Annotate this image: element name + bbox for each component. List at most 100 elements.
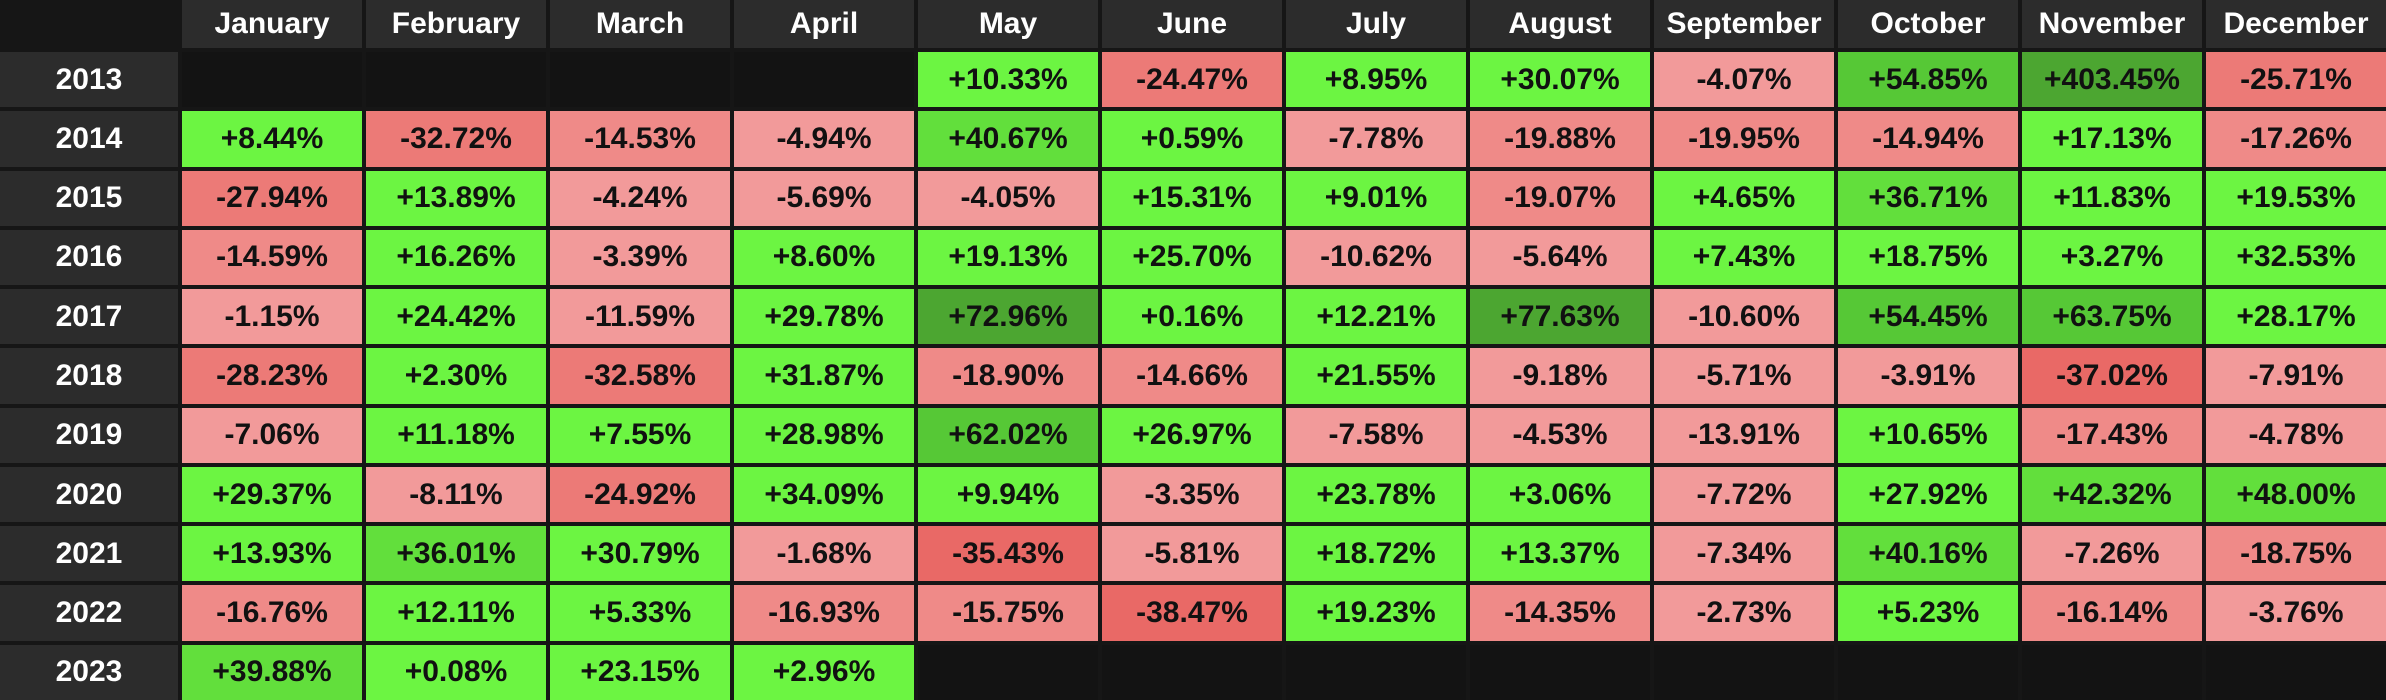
heatmap-cell-2019-march: +7.55% [550, 407, 730, 463]
heatmap-cell-2022-july: +19.23% [1286, 585, 1466, 641]
heatmap-cell-2017-february: +24.42% [366, 289, 546, 345]
heatmap-cell-2019-january: -7.06% [182, 407, 362, 463]
column-header-september: September [1654, 0, 1834, 48]
heatmap-cell-2021-july: +18.72% [1286, 526, 1466, 582]
heatmap-cell-2023-november [2022, 644, 2202, 700]
heatmap-cell-2018-november: -37.02% [2022, 348, 2202, 404]
heatmap-cell-2013-january [182, 52, 362, 108]
heatmap-cell-2018-january: -28.23% [182, 348, 362, 404]
heatmap-cell-2015-may: -4.05% [918, 170, 1098, 226]
heatmap-cell-2013-february [366, 52, 546, 108]
column-header-july: July [1286, 0, 1466, 48]
heatmap-cell-2022-november: -16.14% [2022, 585, 2202, 641]
heatmap-cell-2013-september: -4.07% [1654, 52, 1834, 108]
heatmap-cell-2014-september: -19.95% [1654, 111, 1834, 167]
heatmap-cell-2015-january: -27.94% [182, 170, 362, 226]
heatmap-cell-2020-july: +23.78% [1286, 466, 1466, 523]
heatmap-cell-2015-november: +11.83% [2022, 170, 2202, 226]
heatmap-cell-2013-march [550, 52, 730, 108]
heatmap-cell-2022-january: -16.76% [182, 585, 362, 641]
heatmap-cell-2018-september: -5.71% [1654, 348, 1834, 404]
heatmap-cell-2017-may: +72.96% [918, 289, 1098, 345]
heatmap-cell-2022-august: -14.35% [1470, 585, 1650, 641]
column-header-february: February [366, 0, 546, 48]
heatmap-cell-2023-april: +2.96% [734, 644, 914, 700]
heatmap-cell-2013-may: +10.33% [918, 52, 1098, 108]
heatmap-cell-2020-may: +9.94% [918, 466, 1098, 523]
heatmap-cell-2015-august: -19.07% [1470, 170, 1650, 226]
heatmap-cell-2015-february: +13.89% [366, 170, 546, 226]
heatmap-cell-2013-december: -25.71% [2206, 52, 2386, 108]
heatmap-cell-2014-august: -19.88% [1470, 111, 1650, 167]
heatmap-cell-2018-april: +31.87% [734, 348, 914, 404]
row-header-2016: 2016 [0, 229, 178, 286]
heatmap-cell-2015-july: +9.01% [1286, 170, 1466, 226]
heatmap-cell-2015-september: +4.65% [1654, 170, 1834, 226]
heatmap-cell-2019-december: -4.78% [2206, 407, 2386, 463]
row-header-2019: 2019 [0, 407, 178, 463]
heatmap-cell-2019-november: -17.43% [2022, 407, 2202, 463]
heatmap-cell-2018-march: -32.58% [550, 348, 730, 404]
heatmap-cell-2014-january: +8.44% [182, 111, 362, 167]
heatmap-cell-2020-december: +48.00% [2206, 466, 2386, 523]
heatmap-cell-2022-september: -2.73% [1654, 585, 1834, 641]
heatmap-cell-2014-november: +17.13% [2022, 111, 2202, 167]
row-header-2013: 2013 [0, 52, 178, 108]
heatmap-cell-2014-april: -4.94% [734, 111, 914, 167]
heatmap-cell-2018-february: +2.30% [366, 348, 546, 404]
heatmap-cell-2015-october: +36.71% [1838, 170, 2018, 226]
heatmap-cell-2018-october: -3.91% [1838, 348, 2018, 404]
heatmap-cell-2015-december: +19.53% [2206, 170, 2386, 226]
heatmap-cell-2020-september: -7.72% [1654, 466, 1834, 523]
row-header-2021: 2021 [0, 526, 178, 582]
heatmap-cell-2017-october: +54.45% [1838, 289, 2018, 345]
heatmap-cell-2016-march: -3.39% [550, 229, 730, 286]
heatmap-cell-2020-october: +27.92% [1838, 466, 2018, 523]
heatmap-cell-2013-july: +8.95% [1286, 52, 1466, 108]
heatmap-cell-2019-july: -7.58% [1286, 407, 1466, 463]
heatmap-cell-2018-july: +21.55% [1286, 348, 1466, 404]
heatmap-cell-2019-april: +28.98% [734, 407, 914, 463]
heatmap-cell-2016-october: +18.75% [1838, 229, 2018, 286]
heatmap-cell-2014-july: -7.78% [1286, 111, 1466, 167]
heatmap-cell-2022-february: +12.11% [366, 585, 546, 641]
heatmap-cell-2021-february: +36.01% [366, 526, 546, 582]
heatmap-cell-2023-june [1102, 644, 1282, 700]
heatmap-cell-2022-june: -38.47% [1102, 585, 1282, 641]
heatmap-cell-2017-december: +28.17% [2206, 289, 2386, 345]
heatmap-cell-2021-april: -1.68% [734, 526, 914, 582]
heatmap-cell-2022-march: +5.33% [550, 585, 730, 641]
heatmap-cell-2014-february: -32.72% [366, 111, 546, 167]
heatmap-cell-2020-february: -8.11% [366, 466, 546, 523]
heatmap-cell-2017-march: -11.59% [550, 289, 730, 345]
heatmap-cell-2023-august [1470, 644, 1650, 700]
heatmap-cell-2019-september: -13.91% [1654, 407, 1834, 463]
heatmap-cell-2018-august: -9.18% [1470, 348, 1650, 404]
heatmap-cell-2014-may: +40.67% [918, 111, 1098, 167]
heatmap-cell-2020-january: +29.37% [182, 466, 362, 523]
heatmap-cell-2015-june: +15.31% [1102, 170, 1282, 226]
heatmap-cell-2016-november: +3.27% [2022, 229, 2202, 286]
heatmap-cell-2015-march: -4.24% [550, 170, 730, 226]
row-header-2023: 2023 [0, 644, 178, 700]
heatmap-cell-2018-december: -7.91% [2206, 348, 2386, 404]
heatmap-cell-2017-january: -1.15% [182, 289, 362, 345]
heatmap-cell-2021-december: -18.75% [2206, 526, 2386, 582]
heatmap-cell-2017-november: +63.75% [2022, 289, 2202, 345]
heatmap-cell-2014-march: -14.53% [550, 111, 730, 167]
row-header-2017: 2017 [0, 289, 178, 345]
heatmap-cell-2018-may: -18.90% [918, 348, 1098, 404]
column-header-may: May [918, 0, 1098, 48]
heatmap-cell-2022-may: -15.75% [918, 585, 1098, 641]
column-header-january: January [182, 0, 362, 48]
heatmap-cell-2016-september: +7.43% [1654, 229, 1834, 286]
heatmap-cell-2023-july [1286, 644, 1466, 700]
heatmap-cell-2021-june: -5.81% [1102, 526, 1282, 582]
heatmap-cell-2015-april: -5.69% [734, 170, 914, 226]
heatmap-cell-2020-june: -3.35% [1102, 466, 1282, 523]
heatmap-cell-2023-february: +0.08% [366, 644, 546, 700]
heatmap-cell-2017-july: +12.21% [1286, 289, 1466, 345]
heatmap-cell-2022-december: -3.76% [2206, 585, 2386, 641]
heatmap-cell-2023-may [918, 644, 1098, 700]
corner-cell [0, 0, 178, 48]
